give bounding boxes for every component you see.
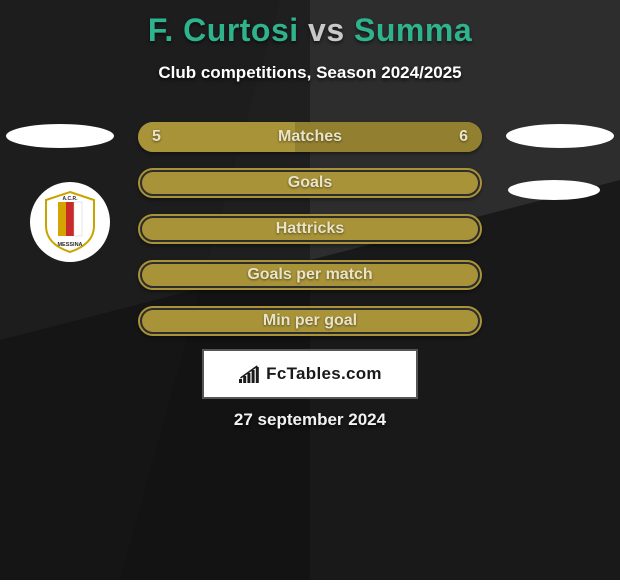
decorative-oval xyxy=(6,124,114,148)
stat-bar: Goals per match xyxy=(138,260,482,290)
decorative-oval xyxy=(508,180,600,200)
stat-label: Matches xyxy=(278,128,342,146)
date-text: 27 september 2024 xyxy=(0,410,620,430)
brand-box: FcTables.com xyxy=(202,349,418,399)
stat-bar: Min per goal xyxy=(138,306,482,336)
crest-svg: A.C.R. MESSINA xyxy=(40,190,100,254)
stat-left-value: 5 xyxy=(152,128,161,146)
content-root: F. Curtosi vs Summa Club competitions, S… xyxy=(0,0,620,580)
stat-bar: Goals xyxy=(138,168,482,198)
crest-bottom-text: MESSINA xyxy=(57,242,82,248)
stat-label: Min per goal xyxy=(263,312,357,330)
decorative-oval xyxy=(506,124,614,148)
stat-right-value: 6 xyxy=(459,128,468,146)
player2-name: Summa xyxy=(354,12,472,48)
stat-bar: 5 6 Matches xyxy=(138,122,482,152)
stat-label: Hattricks xyxy=(276,220,344,238)
crest-top-text: A.C.R. xyxy=(63,196,79,202)
title-vs: vs xyxy=(299,12,354,48)
player1-name: F. Curtosi xyxy=(148,12,299,48)
stat-label: Goals xyxy=(288,174,332,192)
stat-fill-left xyxy=(138,122,295,152)
brand-chart-icon xyxy=(238,365,260,383)
subtitle: Club competitions, Season 2024/2025 xyxy=(0,63,620,83)
stats-container: 5 6 Matches Goals Hattricks Goals per match Mi… xyxy=(138,122,482,352)
stat-label: Goals per match xyxy=(247,266,372,284)
club-crest: A.C.R. MESSINA xyxy=(30,182,110,262)
stat-bar: Hattricks xyxy=(138,214,482,244)
page-title: F. Curtosi vs Summa xyxy=(0,0,620,49)
brand-text: FcTables.com xyxy=(266,364,382,384)
